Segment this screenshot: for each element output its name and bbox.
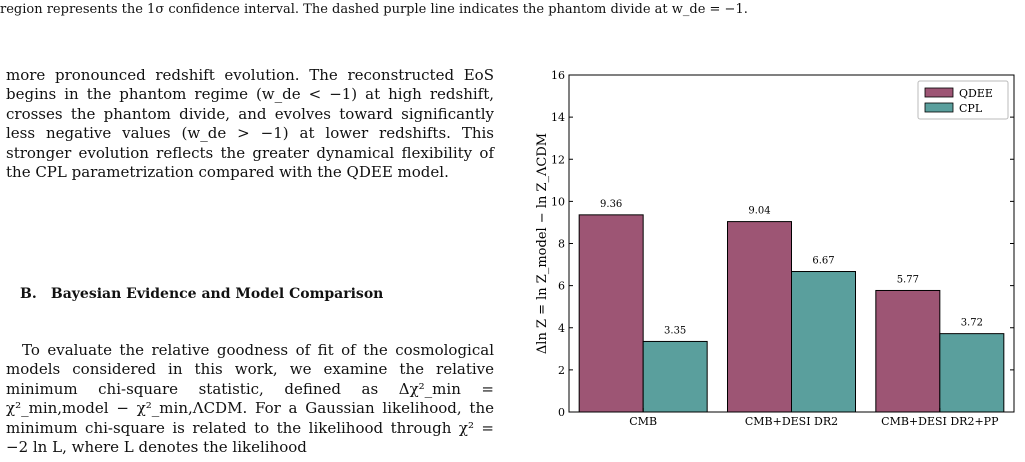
y-tick-label: 8 (558, 238, 565, 251)
y-tick-label: 12 (551, 153, 565, 166)
x-tick-label: CMB (629, 415, 657, 428)
bar-qdee (875, 289, 941, 413)
x-tick-label: CMB+DESI DR2+PP (881, 415, 999, 428)
bar-qdee (578, 214, 644, 413)
bar-chart-svg: 0 2 4 6 8 10 12 14 16 Δln Z = ln Z_model − ln Z_Λ… (535, 69, 1015, 428)
y-axis-label: Δln Z = ln Z_model − ln Z_ΛCDM (535, 133, 550, 354)
legend-swatch-qdee (924, 87, 954, 98)
bar-value-label: 9.36 (600, 199, 622, 210)
bayesian-evidence-chart: 0 2 4 6 8 10 12 14 16 Δln Z = ln Z_model − ln Z_Λ… (530, 60, 1025, 458)
section-heading: B. Bayesian Evidence and Model Compariso… (6, 286, 494, 302)
bar-value-label: 3.72 (961, 318, 983, 329)
bar-cpl (939, 333, 1005, 413)
figure-caption-fragment: region represents the 1σ confidence inte… (0, 2, 1025, 18)
bar-value-label: 9.04 (748, 206, 770, 217)
y-tick-label: 6 (558, 280, 565, 293)
legend-label-cpl: CPL (959, 102, 983, 115)
section-number: B. (20, 286, 37, 302)
legend-label-qdee: QDEE (959, 87, 993, 100)
bar-cpl (642, 340, 708, 413)
caption-text: region represents the 1σ confidence inte… (0, 2, 748, 17)
bar-value-label: 6.67 (812, 256, 834, 267)
y-tick-label: 4 (558, 322, 565, 335)
bar-qdee (727, 221, 792, 413)
y-tick-label: 16 (551, 69, 565, 82)
bar-cpl (791, 271, 856, 413)
body-paragraph-2: To evaluate the relative goodness of fit… (6, 341, 494, 457)
body-paragraph-1: more pronounced redshift evolution. The … (6, 66, 494, 182)
x-tick-label: CMB+DESI DR2 (745, 415, 838, 428)
legend-swatch-cpl (924, 102, 954, 113)
y-tick-label: 14 (551, 111, 565, 124)
y-tick-label: 10 (551, 195, 565, 208)
bar-value-label: 3.35 (664, 325, 686, 336)
section-title: Bayesian Evidence and Model Comparison (50, 286, 384, 302)
bar-value-label: 5.77 (897, 274, 919, 285)
y-tick-label: 2 (558, 364, 565, 377)
y-tick-label: 0 (558, 406, 565, 419)
